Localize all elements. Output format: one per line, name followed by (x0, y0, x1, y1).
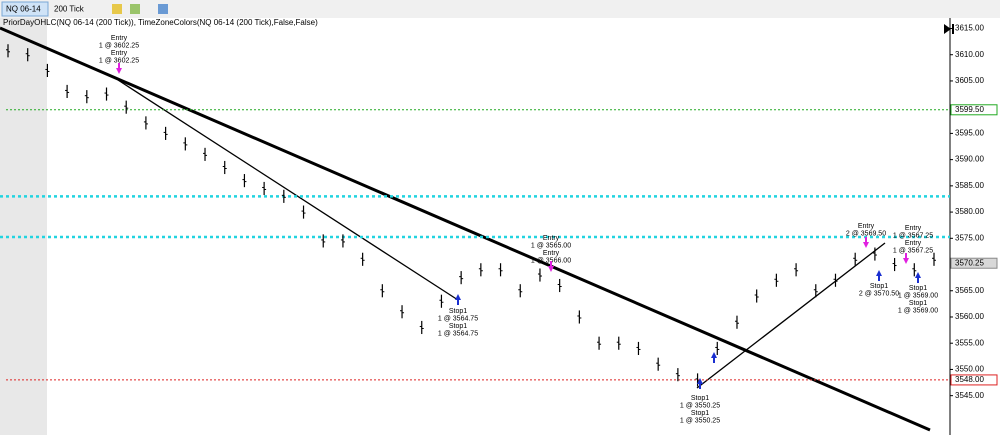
execution-label: Stop1 (870, 283, 888, 290)
y-tick-label: 3615.00 (955, 24, 984, 33)
y-tick-label: 3610.00 (955, 50, 984, 59)
y-tick-label: 3550.00 (955, 365, 984, 374)
execution-label: Stop1 (691, 395, 709, 402)
instrument-label: NQ 06-14 (6, 5, 41, 14)
y-tick-label: 3585.00 (955, 181, 984, 190)
execution-label: 1 @ 3567.25 (893, 232, 933, 239)
execution-label: Stop1 (449, 323, 467, 330)
execution-label: Entry (111, 35, 128, 42)
execution-label: 2 @ 3569.50 (846, 230, 886, 237)
execution-label: Stop1 (909, 285, 927, 292)
execution-label: Stop1 (909, 300, 927, 307)
execution-arrow-stem (905, 253, 907, 258)
execution-label: Entry (905, 225, 922, 232)
execution-label: 1 @ 3564.75 (438, 330, 478, 337)
session-shading (0, 18, 47, 435)
execution-label: 1 @ 3566.00 (531, 257, 571, 264)
execution-arrow-stem (118, 63, 120, 68)
price-level-box (950, 374, 998, 386)
execution-arrow (876, 270, 882, 276)
execution-label: Entry (858, 223, 875, 230)
y-tick-label: 3555.00 (955, 338, 984, 347)
execution-arrow (697, 378, 703, 384)
execution-label: Stop1 (691, 410, 709, 417)
trend-line (696, 242, 886, 389)
execution-label: 1 @ 3602.25 (99, 42, 139, 49)
indicator-label: PriorDayOHLC(NQ 06-14 (200 Tick)), TimeZ… (3, 18, 318, 27)
execution-label: Entry (111, 50, 128, 57)
price-level-label: 3548.00 (955, 375, 984, 384)
scroll-end-button[interactable] (952, 24, 954, 34)
y-tick-label: 3560.00 (955, 312, 984, 321)
execution-label: 1 @ 3569.00 (898, 292, 938, 299)
execution-label: 1 @ 3602.25 (99, 57, 139, 64)
interval-label: 200 Tick (54, 5, 85, 14)
y-tick-label: 3590.00 (955, 155, 984, 164)
y-tick-label: 3580.00 (955, 207, 984, 216)
instrument-button[interactable] (1, 1, 49, 17)
execution-arrow (903, 258, 909, 264)
execution-arrow (548, 266, 554, 272)
crosshair-tool[interactable] (158, 4, 168, 14)
execution-label: 1 @ 3550.25 (680, 417, 720, 424)
y-tick-label: 3575.00 (955, 233, 984, 242)
price-level-label: 3599.50 (955, 105, 984, 114)
y-tick-label: 3565.00 (955, 286, 984, 295)
execution-label: Entry (543, 235, 560, 242)
execution-label: 1 @ 3569.00 (898, 307, 938, 314)
execution-label: 1 @ 3550.25 (680, 402, 720, 409)
y-tick-label: 3605.00 (955, 76, 984, 85)
interval-button[interactable] (50, 2, 100, 16)
draw-tool[interactable] (112, 4, 122, 14)
execution-label: Entry (543, 250, 560, 257)
execution-label: 2 @ 3570.50 (859, 290, 899, 297)
execution-arrow (915, 272, 921, 278)
last-price-box (950, 257, 998, 269)
y-tick-label: 3595.00 (955, 129, 984, 138)
execution-arrow-stem (457, 300, 459, 305)
execution-arrow-stem (878, 276, 880, 281)
execution-label: Stop1 (449, 308, 467, 315)
execution-label: 1 @ 3565.00 (531, 242, 571, 249)
execution-arrow (116, 68, 122, 74)
trend-line (117, 79, 459, 301)
execution-arrow-stem (550, 261, 552, 266)
y-tick-label: 3545.00 (955, 391, 984, 400)
execution-arrow-stem (865, 237, 867, 242)
execution-label: 1 @ 3567.25 (893, 247, 933, 254)
execution-label: 1 @ 3564.75 (438, 315, 478, 322)
price-level-box (950, 104, 998, 116)
toolbar (0, 0, 1000, 18)
trend-line (0, 26, 931, 432)
scroll-end-button[interactable] (944, 24, 951, 34)
execution-arrow-stem (713, 358, 715, 363)
draw-tool[interactable] (130, 4, 140, 14)
execution-arrow (711, 352, 717, 358)
execution-arrow (455, 294, 461, 300)
last-price-label: 3570.25 (955, 258, 984, 267)
execution-label: Entry (905, 240, 922, 247)
execution-arrow (863, 242, 869, 248)
execution-arrow-stem (917, 278, 919, 283)
execution-arrow-stem (699, 384, 701, 389)
